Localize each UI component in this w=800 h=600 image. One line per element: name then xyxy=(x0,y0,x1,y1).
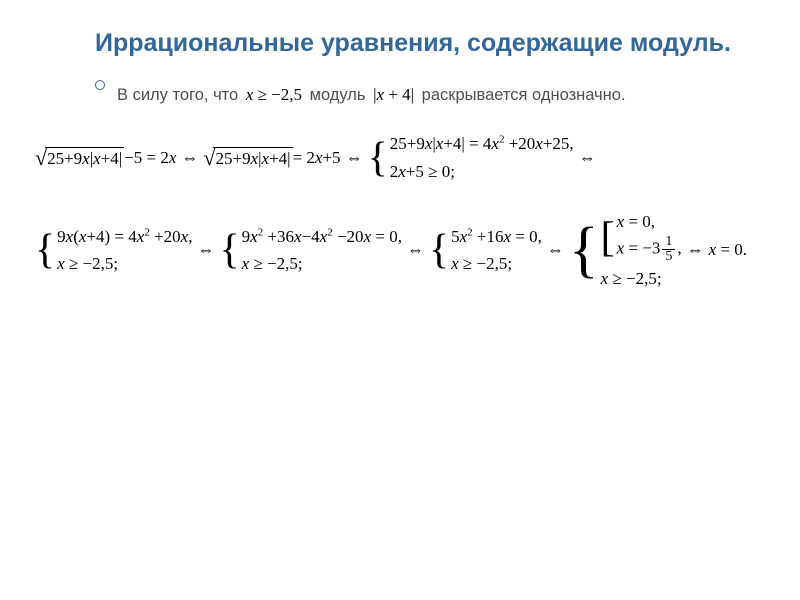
iff-icon: ⇔ xyxy=(402,240,429,260)
math-line-1: √ 25+9x|x+4| −5 = 2x ⇔ √ 25+9x|x+4| = 2x… xyxy=(35,134,745,182)
eq-2x5: = 2x+5 xyxy=(293,148,341,168)
bullet-mid: модуль xyxy=(310,86,370,104)
bullet-condition: x ≥ −2,5 xyxy=(243,85,305,104)
slide-title: Иррациональные уравнения, содержащие мод… xyxy=(95,28,745,59)
iff-icon: ⇔ xyxy=(682,240,709,260)
system-2d: { [ x = 0, x = −315, x ≥ −2,5; xyxy=(569,212,682,289)
sqrt-expr-1: √ 25+9x|x+4| xyxy=(35,147,124,169)
bullet-text: В силу того, что x ≥ −2,5 модуль |x + 4|… xyxy=(117,79,745,111)
minus-five-eq: −5 = 2x xyxy=(124,148,176,168)
system-1: { 25+9x|x+4| = 4x2 +20x+25, 2x+5 ≥ 0; xyxy=(368,134,574,182)
iff-icon: ⇔ xyxy=(192,240,219,260)
sqrt-expr-2: √ 25+9x|x+4| xyxy=(203,147,292,169)
iff-icon: ⇔ xyxy=(341,148,368,168)
system-2b: { 9x2 +36x−4x2 −20x = 0, x ≥ −2,5; xyxy=(219,226,401,274)
iff-icon: ⇔ xyxy=(176,148,203,168)
iff-icon: ⇔ xyxy=(574,148,601,168)
system-2c: { 5x2 +16x = 0, x ≥ −2,5; xyxy=(429,226,542,274)
math-line-2: { 9x(x+4) = 4x2 +20x, x ≥ −2,5; ⇔ { 9x2 … xyxy=(35,212,745,289)
bullet-marker-icon xyxy=(95,80,105,90)
final-answer: x = 0. xyxy=(709,240,747,260)
bullet-pre: В силу того, что xyxy=(117,86,243,104)
bullet-post: раскрывается однозначно. xyxy=(422,86,626,104)
bullet-abs: |x + 4| xyxy=(370,85,417,104)
system-2a: { 9x(x+4) = 4x2 +20x, x ≥ −2,5; xyxy=(35,226,192,274)
iff-icon: ⇔ xyxy=(542,240,569,260)
